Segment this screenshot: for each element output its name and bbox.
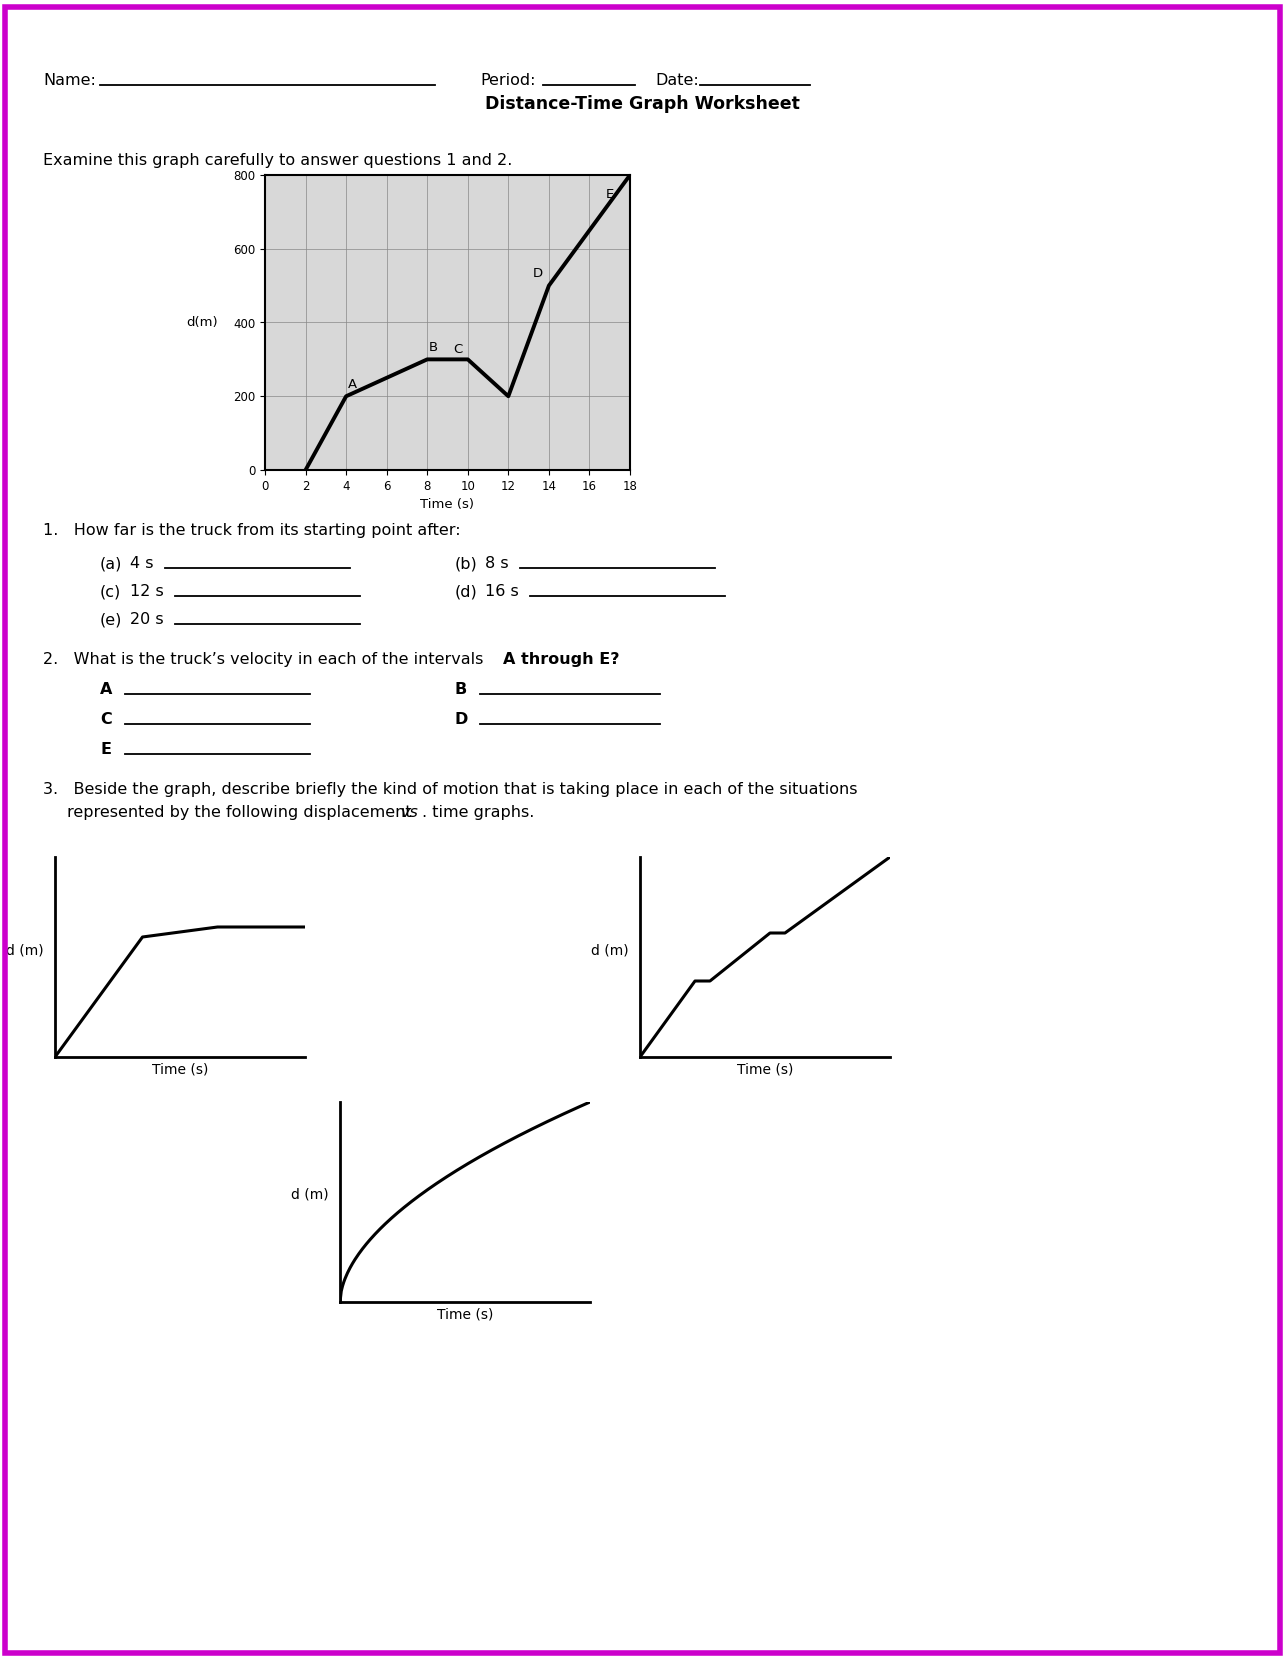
Text: represented by the following displacement: represented by the following displacemen… [67,805,416,820]
X-axis label: Time (s): Time (s) [437,1308,493,1321]
Text: Examine this graph carefully to answer questions 1 and 2.: Examine this graph carefully to answer q… [42,153,513,168]
Y-axis label: d (m): d (m) [290,1189,328,1202]
Text: (e): (e) [100,613,122,627]
Text: 12 s: 12 s [130,584,163,599]
Text: (d): (d) [455,584,478,599]
Text: A through E?: A through E? [502,652,619,667]
Text: 1.   How far is the truck from its starting point after:: 1. How far is the truck from its startin… [42,523,460,538]
Text: vs: vs [401,805,419,820]
Text: D: D [533,267,542,281]
Text: C: C [100,712,112,727]
Text: (a): (a) [100,556,122,571]
Text: C: C [454,342,463,355]
Text: E: E [605,188,614,201]
Text: B: B [455,682,468,697]
Y-axis label: d(m): d(m) [186,315,218,329]
Y-axis label: d (m): d (m) [591,943,628,958]
Text: (c): (c) [100,584,121,599]
Text: 20 s: 20 s [130,613,163,627]
Text: Name:: Name: [42,73,96,88]
Text: Date:: Date: [655,73,699,88]
Text: 4 s: 4 s [130,556,153,571]
Text: 3.   Beside the graph, describe briefly the kind of motion that is taking place : 3. Beside the graph, describe briefly th… [42,782,857,797]
Text: D: D [455,712,468,727]
Text: Period:: Period: [481,73,536,88]
Text: E: E [100,742,111,757]
Y-axis label: d (m): d (m) [5,943,44,958]
Text: A: A [348,378,357,390]
Text: 2.   What is the truck’s velocity in each of the intervals: 2. What is the truck’s velocity in each … [42,652,488,667]
Text: . time graphs.: . time graphs. [421,805,535,820]
X-axis label: Time (s): Time (s) [152,1062,208,1077]
Text: 16 s: 16 s [484,584,519,599]
Text: 8 s: 8 s [484,556,509,571]
Text: A: A [100,682,112,697]
X-axis label: Time (s): Time (s) [736,1062,793,1077]
X-axis label: Time (s): Time (s) [420,498,474,511]
Text: (b): (b) [455,556,478,571]
Text: B: B [429,340,438,354]
Text: Distance-Time Graph Worksheet: Distance-Time Graph Worksheet [484,95,799,113]
